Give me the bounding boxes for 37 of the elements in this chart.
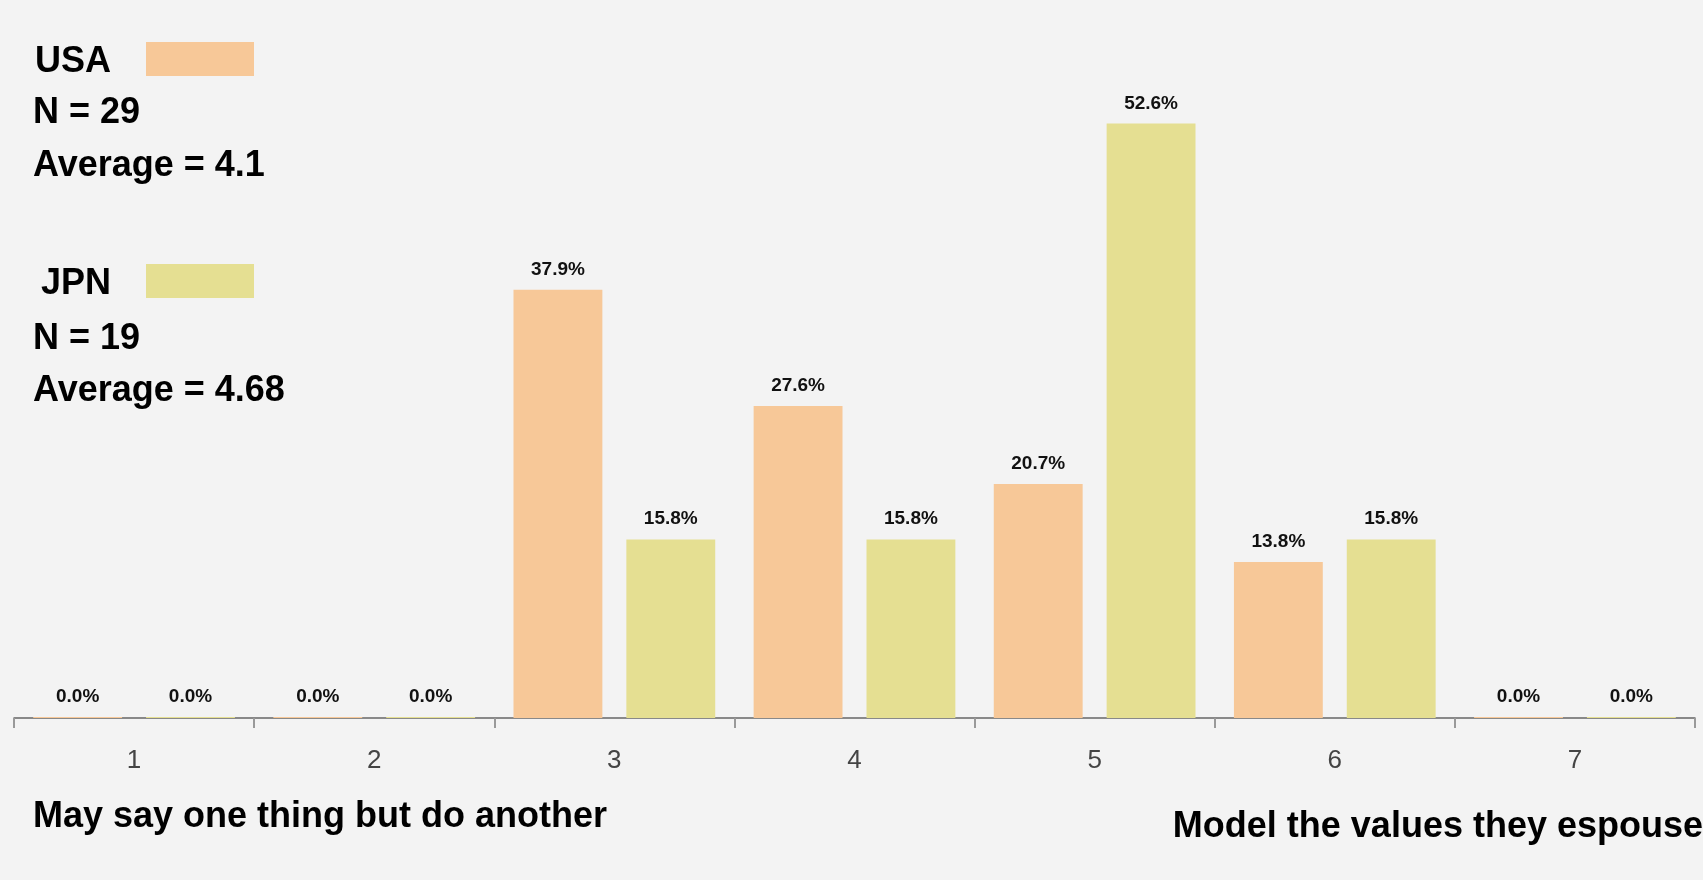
x-tick-label: 7 [1567, 744, 1583, 774]
x-tick-label: 2 [366, 744, 382, 774]
data-label: 15.8% [883, 507, 938, 529]
x-tick-label: 5 [1087, 744, 1102, 774]
text: May say one thing but do another [33, 793, 608, 835]
bar [993, 484, 1083, 718]
x-tick-label: 1 [126, 744, 142, 774]
x-tick-label: 3 [607, 744, 622, 774]
bar [753, 406, 843, 718]
data-label: 0.0% [1496, 685, 1541, 706]
data-label: 27.6% [771, 374, 826, 396]
data-label: 15.8% [643, 507, 698, 529]
data-label: 20.7% [1011, 452, 1066, 474]
data-label: 15.8% [1364, 507, 1419, 529]
annotation: Average = 4.68 [33, 367, 285, 409]
text: Model the values they espouse [1172, 803, 1703, 845]
data-label: 0.0% [408, 685, 453, 706]
data-label: 0.0% [55, 685, 100, 706]
data-label: 0.0% [168, 685, 213, 706]
annotation: N = 29 [33, 89, 141, 131]
data-label: 0.0% [296, 685, 340, 706]
data-label: 37.9% [530, 257, 585, 279]
bar [1106, 123, 1196, 718]
annotation: N = 19 [33, 315, 141, 357]
legend-label: USA [34, 38, 112, 80]
bar [626, 539, 716, 718]
x-tick-label: 4 [847, 744, 862, 774]
bar [513, 289, 603, 718]
x-tick-label: 6 [1327, 744, 1343, 774]
data-label: 0.0% [1609, 685, 1654, 706]
bar [1346, 539, 1436, 718]
bar [1233, 562, 1323, 718]
data-label: 13.8% [1251, 530, 1306, 552]
annotation: Average = 4.1 [33, 142, 265, 184]
legend-label: JPN [40, 260, 112, 302]
data-label: 52.6% [1124, 91, 1179, 113]
bar [866, 539, 956, 718]
